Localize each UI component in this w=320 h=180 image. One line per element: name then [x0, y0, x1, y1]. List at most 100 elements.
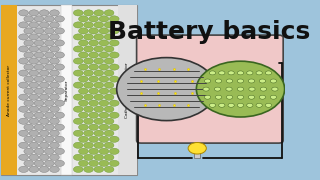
Circle shape	[19, 22, 28, 28]
Circle shape	[55, 76, 64, 82]
Circle shape	[89, 112, 99, 118]
Circle shape	[109, 64, 119, 70]
Circle shape	[89, 64, 99, 70]
Circle shape	[44, 64, 54, 70]
Circle shape	[259, 79, 266, 83]
Circle shape	[84, 46, 93, 52]
Circle shape	[73, 154, 83, 160]
Circle shape	[50, 106, 59, 112]
Circle shape	[104, 142, 114, 148]
Circle shape	[99, 88, 109, 94]
Circle shape	[215, 95, 222, 99]
Circle shape	[94, 118, 104, 124]
Circle shape	[34, 136, 44, 142]
Circle shape	[24, 88, 34, 94]
Circle shape	[109, 28, 119, 34]
Circle shape	[50, 142, 59, 148]
Circle shape	[44, 16, 54, 22]
Circle shape	[84, 58, 93, 64]
Circle shape	[34, 76, 44, 82]
Circle shape	[84, 34, 93, 40]
Circle shape	[84, 70, 93, 76]
Circle shape	[29, 154, 39, 160]
Circle shape	[50, 118, 59, 124]
Circle shape	[109, 76, 119, 82]
Circle shape	[55, 100, 64, 106]
Circle shape	[39, 130, 49, 136]
Circle shape	[19, 94, 28, 100]
Circle shape	[109, 160, 119, 166]
Bar	[118, 5, 137, 175]
Circle shape	[55, 52, 64, 58]
Circle shape	[44, 40, 54, 46]
Circle shape	[94, 142, 104, 148]
Circle shape	[84, 106, 93, 112]
Circle shape	[99, 40, 109, 46]
Text: Battery basics: Battery basics	[108, 20, 310, 44]
Circle shape	[99, 124, 109, 130]
Text: Anode current collector: Anode current collector	[7, 64, 11, 116]
Circle shape	[44, 76, 54, 82]
Circle shape	[50, 34, 59, 40]
Circle shape	[24, 40, 34, 46]
Circle shape	[78, 148, 88, 154]
Circle shape	[265, 103, 272, 107]
Circle shape	[55, 112, 64, 118]
Circle shape	[50, 10, 59, 16]
Circle shape	[24, 124, 34, 130]
Circle shape	[39, 118, 49, 124]
Circle shape	[78, 76, 88, 82]
Circle shape	[99, 148, 109, 154]
Bar	[1, 5, 17, 175]
Circle shape	[73, 118, 83, 124]
Circle shape	[89, 124, 99, 130]
Circle shape	[39, 106, 49, 112]
Circle shape	[94, 130, 104, 136]
Circle shape	[188, 143, 206, 154]
Circle shape	[44, 136, 54, 142]
Circle shape	[219, 71, 225, 75]
Circle shape	[104, 82, 114, 88]
Circle shape	[89, 16, 99, 22]
Circle shape	[55, 64, 64, 70]
Circle shape	[94, 166, 104, 172]
Circle shape	[44, 100, 54, 106]
Circle shape	[89, 76, 99, 82]
Circle shape	[104, 70, 114, 76]
Circle shape	[104, 22, 114, 28]
Circle shape	[73, 46, 83, 52]
Circle shape	[237, 87, 244, 91]
Circle shape	[19, 154, 28, 160]
Circle shape	[34, 148, 44, 154]
Circle shape	[34, 112, 44, 118]
Circle shape	[29, 34, 39, 40]
Circle shape	[78, 136, 88, 142]
Circle shape	[94, 58, 104, 64]
Circle shape	[73, 22, 83, 28]
Circle shape	[50, 22, 59, 28]
Circle shape	[84, 22, 93, 28]
Circle shape	[196, 61, 284, 117]
Circle shape	[19, 118, 28, 124]
Circle shape	[78, 28, 88, 34]
Circle shape	[237, 95, 244, 99]
Circle shape	[204, 79, 211, 83]
Circle shape	[265, 71, 272, 75]
Circle shape	[84, 94, 93, 100]
Circle shape	[44, 88, 54, 94]
Circle shape	[44, 28, 54, 34]
Circle shape	[99, 160, 109, 166]
Circle shape	[34, 100, 44, 106]
Circle shape	[226, 87, 232, 91]
Circle shape	[73, 106, 83, 112]
Circle shape	[99, 64, 109, 70]
Circle shape	[19, 82, 28, 88]
Circle shape	[104, 58, 114, 64]
Circle shape	[29, 70, 39, 76]
Circle shape	[260, 87, 267, 91]
Circle shape	[89, 148, 99, 154]
Circle shape	[89, 136, 99, 142]
Circle shape	[39, 22, 49, 28]
Circle shape	[19, 70, 28, 76]
Circle shape	[247, 71, 253, 75]
